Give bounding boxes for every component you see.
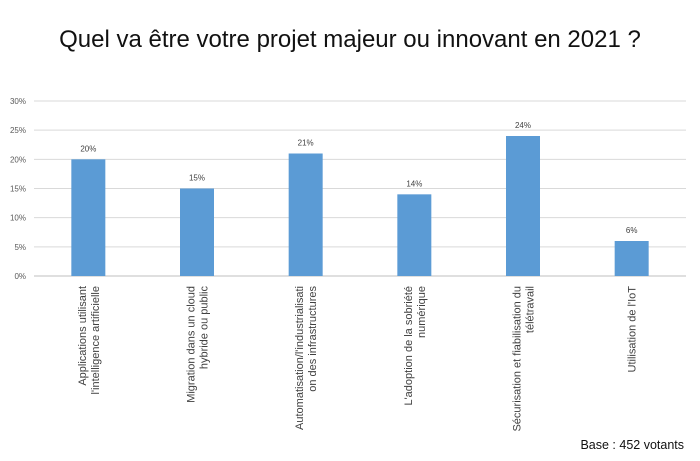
category-label-line: Migration dans un cloud bbox=[186, 286, 198, 403]
category-label-line: Sécurisation et fiabilisation du bbox=[512, 286, 524, 432]
y-tick-label: 30% bbox=[10, 97, 26, 106]
y-tick-label: 5% bbox=[14, 243, 26, 252]
category-label-line: hybride ou public bbox=[199, 286, 211, 370]
category-label-line: on des infrastructures bbox=[307, 286, 319, 392]
category-label: Applications utilisantl'intelligence art… bbox=[77, 286, 102, 395]
data-label: 6% bbox=[626, 226, 638, 235]
category-label-line: L'adoption de la sobriété bbox=[403, 286, 415, 406]
y-tick-label: 20% bbox=[10, 155, 26, 164]
category-label-line: Automatisation/l'industrialisati bbox=[294, 286, 306, 430]
category-label-line: numérique bbox=[416, 286, 428, 338]
category-label: L'adoption de la sobriéténumérique bbox=[403, 286, 428, 406]
category-label-line: télétravail bbox=[525, 286, 537, 333]
category-label: Migration dans un cloudhybride ou public bbox=[186, 286, 211, 403]
y-tick-label: 15% bbox=[10, 185, 26, 194]
category-label-line: Utilisation de l'IoT bbox=[627, 286, 639, 373]
y-tick-label: 25% bbox=[10, 126, 26, 135]
category-label: Utilisation de l'IoT bbox=[627, 286, 639, 373]
category-label: Automatisation/l'industrialisation des i… bbox=[294, 286, 319, 430]
bar bbox=[71, 159, 106, 276]
category-label-line: l'intelligence artificielle bbox=[90, 286, 102, 395]
y-tick-label: 10% bbox=[10, 214, 26, 223]
category-label: Sécurisation et fiabilisation dutélétrav… bbox=[512, 286, 537, 432]
category-label-line: Applications utilisant bbox=[77, 286, 89, 386]
data-label: 14% bbox=[406, 179, 422, 188]
bar bbox=[180, 188, 214, 276]
data-label: 20% bbox=[80, 144, 96, 153]
bar bbox=[288, 153, 323, 276]
chart-title: Quel va être votre projet majeur ou inno… bbox=[59, 26, 641, 53]
chart-footnote: Base : 452 votants bbox=[580, 438, 684, 452]
bar bbox=[506, 136, 540, 276]
data-label: 24% bbox=[515, 121, 531, 130]
y-tick-label: 0% bbox=[14, 272, 26, 281]
data-label: 21% bbox=[298, 139, 314, 148]
data-label: 15% bbox=[189, 174, 205, 183]
bar bbox=[614, 241, 649, 276]
bar bbox=[397, 194, 432, 276]
